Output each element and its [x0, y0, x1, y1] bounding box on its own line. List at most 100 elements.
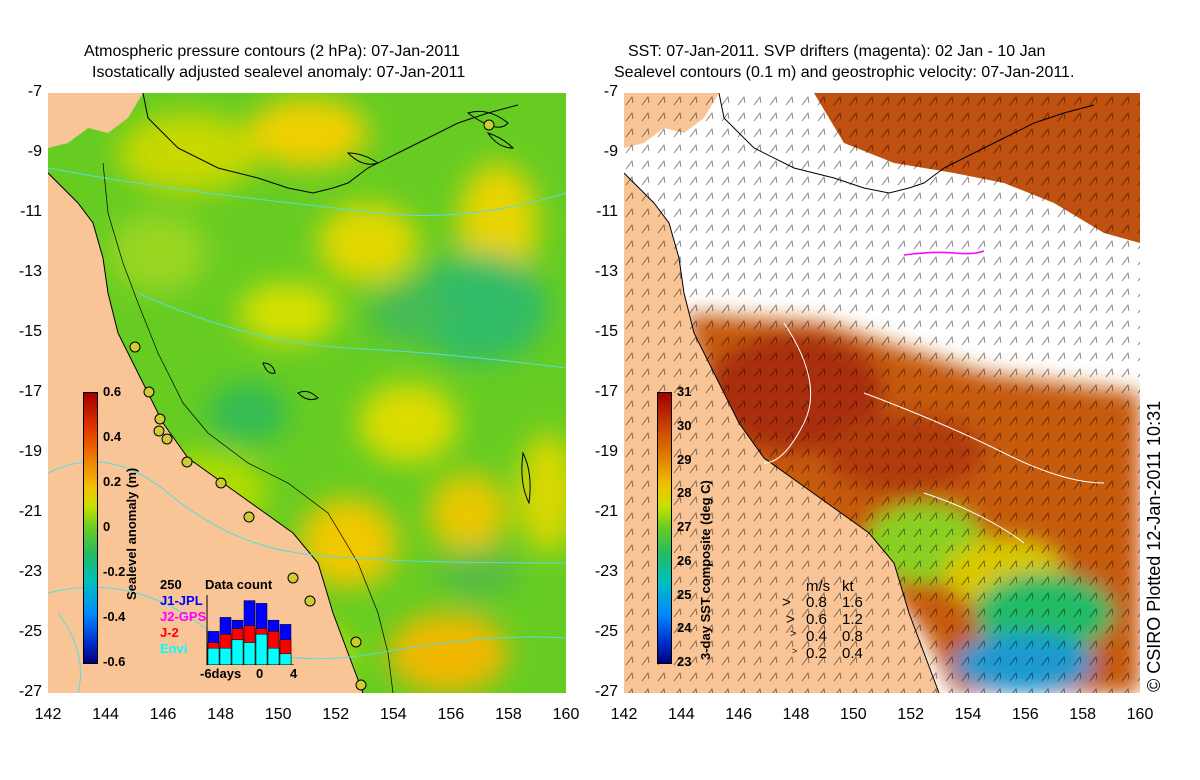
- y-tick-label: -7: [27, 83, 42, 100]
- tide-gauge-marker: [215, 477, 227, 489]
- tide-gauge-marker: [153, 425, 165, 437]
- x-tick-label: 148: [782, 706, 810, 723]
- y-tick-label: -11: [596, 203, 618, 220]
- inset-axis: [206, 595, 294, 665]
- tide-gauges: [129, 119, 495, 691]
- reef-island-2: [262, 362, 319, 401]
- tide-gauge-marker: [350, 636, 362, 648]
- tide-gauge-marker: [304, 595, 316, 607]
- y-tick-label: -17: [594, 383, 618, 400]
- velocity-arrow-glyph: >: [786, 611, 795, 628]
- colorbar-tick-label: 0.6: [103, 384, 122, 399]
- x-tick-label: 148: [207, 706, 234, 723]
- x-tick-label: 160: [552, 706, 580, 723]
- tide-gauge-marker: [181, 456, 193, 468]
- colorbar-tick-label: 24: [677, 620, 692, 636]
- velocity-ms-value: 0.8: [806, 594, 827, 611]
- y-tick-label: -25: [594, 623, 618, 640]
- australia-coastline: [624, 172, 940, 693]
- land-top-left: [48, 93, 143, 148]
- velocity-kt-value: 0.4: [842, 645, 863, 662]
- x-tick-label: 146: [725, 706, 752, 723]
- y-tick-label: -21: [18, 503, 42, 520]
- pressure-contour: [57, 612, 81, 693]
- inset-bar: [207, 647, 220, 665]
- inset-bar: [267, 647, 280, 665]
- png-coastline: [142, 93, 519, 194]
- sst-map: [624, 93, 1140, 693]
- svp-drifter-track: [903, 250, 985, 256]
- inset-max-label: 250: [160, 577, 182, 592]
- y-tick-label: -13: [594, 263, 618, 280]
- velocity-arrow-glyph: >: [790, 628, 797, 640]
- x-tick-label: 152: [322, 706, 350, 723]
- y-tick-label: -11: [20, 203, 42, 220]
- inset-bar: [243, 642, 256, 665]
- y-tick-label: -7: [603, 83, 618, 100]
- y-tick-label: -17: [18, 383, 42, 400]
- y-tick-label: -9: [603, 143, 618, 160]
- y-tick-label: -15: [18, 323, 42, 340]
- data-count-inset: 250 Data count J1-JPL J2-GPS J-2 Envi -6…: [160, 577, 300, 682]
- legend-j1-jpl: J1-JPL: [160, 593, 203, 608]
- tide-gauge-marker: [161, 433, 173, 445]
- inset-x-label-end: 4: [290, 666, 298, 681]
- y-tick-label: -19: [18, 443, 42, 460]
- inset-x-label-start: -6days: [200, 666, 242, 681]
- sealevel-colorbar-label: Sealevel anomaly (m): [124, 467, 139, 600]
- inset-title: Data count: [205, 577, 273, 592]
- y-tick-label: -9: [27, 143, 42, 160]
- x-tick-label: 144: [667, 706, 695, 723]
- islands-solomon: [346, 110, 515, 165]
- x-tick-label: 142: [610, 706, 638, 723]
- tide-gauge-marker: [154, 413, 166, 425]
- y-tick-label: -19: [594, 443, 618, 460]
- x-tick-label: 158: [495, 706, 522, 723]
- velocity-scale: m/s kt > 0.8 1.6 > 0.6 1.2 > 0.4 0.8 > 0…: [780, 578, 900, 668]
- x-tick-label: 152: [897, 706, 924, 723]
- velocity-ms-value: 0.2: [806, 645, 827, 662]
- x-tick-label: 150: [839, 706, 867, 723]
- tide-gauge-marker: [129, 341, 141, 353]
- inset-bar-chart: [206, 595, 294, 665]
- velocity-kt-value: 0.8: [842, 628, 863, 645]
- sealevel-contour: [923, 492, 1025, 544]
- colorbar-tick-label: 26: [677, 552, 692, 568]
- inset-bar: [255, 633, 268, 665]
- colorbar-tick-label: -0.4: [103, 609, 126, 624]
- tide-gauge-marker: [143, 386, 155, 398]
- inset-bar: [231, 639, 244, 665]
- geostrophic-velocity-arrows: [624, 93, 1140, 693]
- y-tick-label: -23: [18, 563, 42, 580]
- y-tick-label: -21: [594, 503, 618, 520]
- velocity-kt-value: 1.2: [842, 611, 863, 628]
- tide-gauge-marker: [483, 119, 495, 131]
- sealevel-contour: [763, 322, 812, 464]
- pressure-contour: [48, 461, 566, 564]
- x-tick-label: 158: [1069, 706, 1096, 723]
- y-tick-label: -23: [594, 563, 618, 580]
- inset-bar: [279, 653, 292, 665]
- x-tick-label: 150: [264, 706, 292, 723]
- right-title-line1: SST: 07-Jan-2011. SVP drifters (magenta)…: [628, 43, 1046, 60]
- x-tick-label: 160: [1126, 706, 1154, 723]
- left-title-line2: Isostatically adjusted sealevel anomaly:…: [92, 64, 466, 81]
- legend-j2-gps: J2-GPS: [160, 609, 207, 624]
- tide-gauge-marker: [355, 679, 367, 691]
- sealevel-anomaly-map: [48, 93, 566, 693]
- velocity-ms-value: 0.6: [806, 611, 827, 628]
- inset-bar: [279, 639, 292, 665]
- x-tick-label: 156: [1011, 706, 1039, 723]
- velocity-arrow-glyph: >: [782, 594, 791, 611]
- x-tick-label: 146: [149, 706, 177, 723]
- colorbar-tick-label: 27: [677, 519, 692, 534]
- x-tick-label: 154: [954, 706, 982, 723]
- sealevel-contour: [863, 392, 1105, 484]
- y-tick-label: -13: [18, 263, 42, 280]
- right-title-line2: Sealevel contours (0.1 m) and geostrophi…: [614, 64, 1075, 81]
- png-coastline: [718, 93, 1095, 194]
- colorbar-tick-label: 28: [677, 485, 692, 501]
- x-tick-label: 154: [379, 706, 407, 723]
- pressure-contour: [48, 167, 566, 216]
- x-tick-label: 156: [437, 706, 465, 723]
